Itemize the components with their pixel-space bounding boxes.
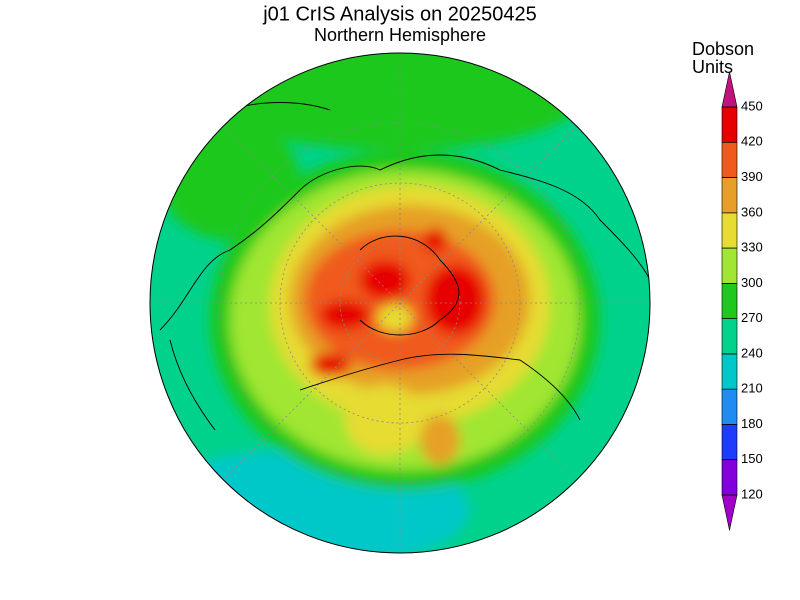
- colorbar-tick-label: 450: [741, 98, 763, 113]
- colorbar-label: Units: [692, 57, 733, 77]
- colorbar-tick-label: 330: [741, 240, 763, 255]
- colorbar-tick-label: 150: [741, 451, 763, 466]
- colorbar-bin: [721, 177, 738, 214]
- colorbar-bin: [721, 388, 738, 425]
- subtitle: Northern Hemisphere: [314, 25, 486, 45]
- colorbar-bin: [721, 247, 738, 284]
- colorbar-tick-label: 120: [741, 486, 763, 501]
- colorbar-bin: [721, 283, 738, 319]
- colorbar-tick-label: 360: [741, 204, 763, 219]
- colorbar-tick-label: 390: [741, 169, 763, 184]
- colorbar-tick-label: 420: [741, 134, 763, 149]
- colorbar-under: [721, 494, 738, 531]
- colorbar-bin: [721, 141, 738, 178]
- colorbar-tick-label: 270: [741, 310, 763, 325]
- colorbar-bin: [721, 459, 738, 496]
- ozone-field: [150, 53, 650, 553]
- colorbar-tick-label: 240: [741, 345, 763, 360]
- colorbar-bin: [721, 318, 738, 355]
- colorbar-bin: [721, 424, 738, 461]
- colorbar-tick-label: 300: [741, 275, 763, 290]
- colorbar-bin: [721, 212, 738, 249]
- colorbar-bin: [721, 353, 738, 390]
- colorbar-over: [721, 71, 738, 108]
- colorbar-label: Dobson: [692, 39, 754, 59]
- colorbar-tick-label: 180: [741, 416, 763, 431]
- colorbar: 120 150 180 210 240 270 300 330 360 390 420 450 Dobs…: [692, 39, 763, 531]
- colorbar-bin: [721, 106, 738, 143]
- colorbar-tick-label: 210: [741, 381, 763, 396]
- title: j01 CrIS Analysis on 20250425: [262, 3, 537, 25]
